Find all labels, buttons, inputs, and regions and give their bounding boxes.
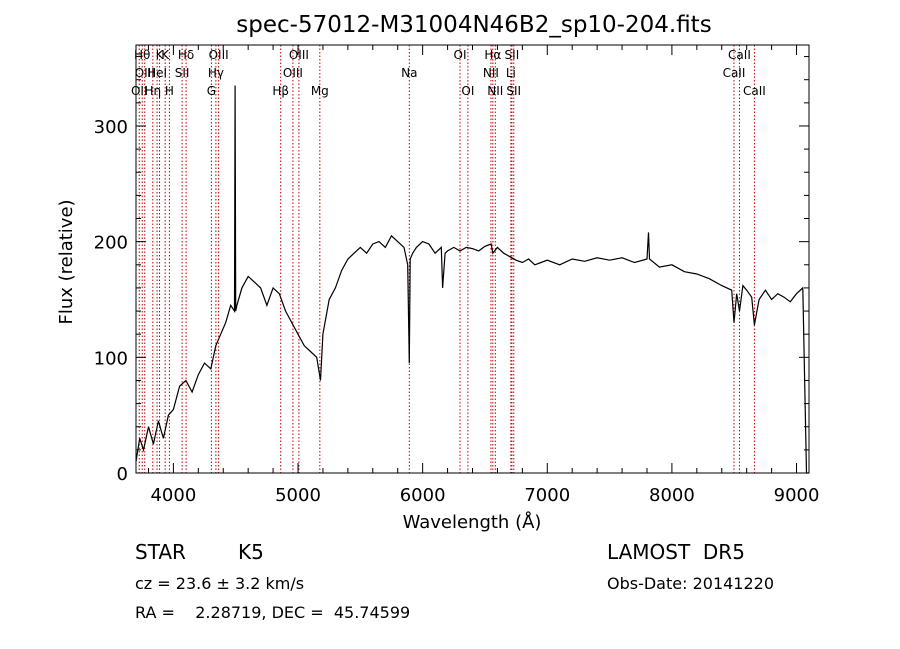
y-tick-label: 0 <box>117 464 128 485</box>
spectral-line-label: Na <box>401 66 417 80</box>
observation-date: Obs-Date: 20141220 <box>607 574 775 593</box>
spectral-line-label: CaII <box>728 48 751 62</box>
spectral-line-label: OIII <box>289 48 309 62</box>
x-tick-label: 4000 <box>150 485 196 506</box>
spectral-line-label: SII <box>175 66 190 80</box>
spectral-line-label: OIII <box>135 66 155 80</box>
spectral-line-label: CaII <box>723 66 746 80</box>
x-axis-label: Wavelength (Å) <box>403 511 542 533</box>
y-tick-label: 200 <box>94 233 128 254</box>
spectral-line-markers <box>138 45 755 473</box>
object-class: STAR <box>135 540 186 564</box>
x-tick-label: 8000 <box>649 485 695 506</box>
plot-frame <box>135 44 810 474</box>
redshift-cz: cz = 23.6 ± 3.2 km/s <box>135 574 305 593</box>
spectral-line-label: Hδ <box>178 48 194 62</box>
y-axis-ticks: 0 100 200 300 <box>94 56 809 485</box>
spectral-line-label: Hα <box>484 48 501 62</box>
y-axis-label: Flux (relative) <box>56 199 77 324</box>
survey-name: LAMOST DR5 <box>607 540 745 564</box>
ra-dec-coordinates: RA = 2.28719, DEC = 45.74599 <box>135 603 411 622</box>
spectral-line-label: SII <box>506 84 521 98</box>
spectral-line-label: OI <box>461 84 474 98</box>
x-tick-label: 9000 <box>774 485 820 506</box>
x-tick-label: 7000 <box>524 485 570 506</box>
y-tick-label: 300 <box>94 117 128 138</box>
x-axis-ticks: 4000 5000 6000 7000 8000 9000 <box>147 45 820 506</box>
x-tick-label: 5000 <box>275 485 321 506</box>
spectral-line-label: NII <box>487 84 503 98</box>
spectrum-series-line <box>135 85 809 474</box>
spectral-line-label: Li <box>506 66 516 80</box>
x-tick-label: 6000 <box>400 485 446 506</box>
spectral-line-label: Mg <box>311 84 329 98</box>
spectral-line-label: G <box>207 84 216 98</box>
spectral-line-label: K <box>156 48 165 62</box>
spectral-line-label: OII <box>131 84 148 98</box>
spectral-line-label: Hβ <box>272 84 289 98</box>
object-subclass: K5 <box>238 540 264 564</box>
spectral-line-label: Hγ <box>208 66 224 80</box>
spectral-line-label: CaII <box>743 84 766 98</box>
spectral-line-label: NII <box>483 66 499 80</box>
spectral-line-label: OI <box>454 48 467 62</box>
y-tick-label: 100 <box>94 348 128 369</box>
spectral-line-label: Hη <box>145 84 162 98</box>
spectral-line-label: HeI <box>147 66 167 80</box>
spectral-line-label: Hθ <box>134 48 150 62</box>
spectral-line-labels: OIIHθOIIIHηHeIKKHSIIHδGHγOIIIHβOIIIOIIIM… <box>131 48 766 98</box>
chart-title: spec-57012-M31004N46B2_sp10-204.fits <box>236 12 711 38</box>
spectral-line-label: K <box>161 48 170 62</box>
spectral-line-label: OIII <box>283 66 303 80</box>
spectral-line-label: H <box>165 84 174 98</box>
spectral-line-label: SII <box>505 48 520 62</box>
spectral-line-label: OIII <box>209 48 229 62</box>
